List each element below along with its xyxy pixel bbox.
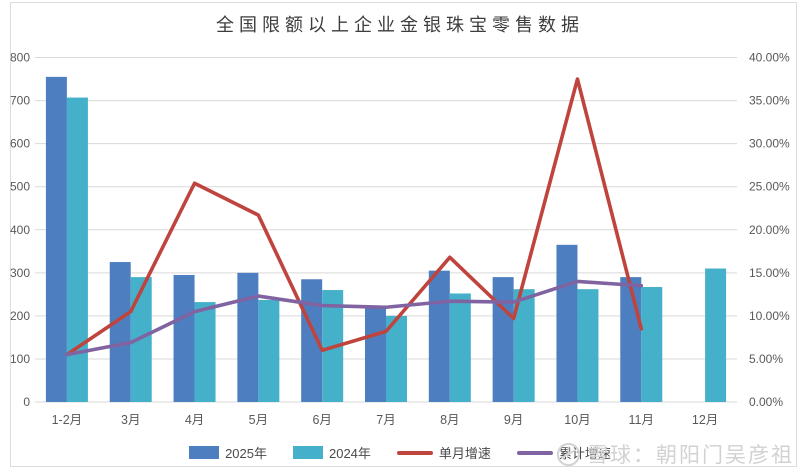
x-axis-tick-label: 8月: [440, 413, 459, 427]
y-axis-left-tick-label: 300: [10, 266, 30, 280]
x-axis-tick-label: 5月: [249, 413, 268, 427]
bar-2025年: [620, 277, 642, 402]
legend-item-monthly-growth: 单月增速: [396, 443, 491, 462]
y-axis-right-tick-label: 40.00%: [749, 51, 790, 65]
bar-2024年: [258, 299, 280, 402]
legend-item-2024: 2024年: [292, 443, 371, 462]
y-axis-right-tick-label: 30.00%: [749, 137, 790, 151]
y-axis-right-tick-label: 15.00%: [749, 266, 790, 280]
y-axis-left-tick-label: 800: [10, 51, 30, 65]
legend-label-2024: 2024年: [328, 446, 371, 461]
y-axis-right-tick-label: 10.00%: [749, 309, 790, 323]
x-axis-tick-label: 6月: [312, 413, 331, 427]
y-axis-right-tick-label: 5.00%: [749, 352, 783, 366]
y-axis-right-tick-label: 0.00%: [749, 395, 783, 409]
bar-2025年: [492, 277, 514, 402]
y-axis-left-tick-label: 0: [23, 395, 30, 409]
bar-swatch-2024-icon: [292, 446, 323, 459]
bar-swatch-2025-icon: [189, 446, 220, 459]
bar-2025年: [173, 274, 195, 402]
line-累计增速: [65, 279, 644, 357]
bar-2024年: [194, 302, 216, 402]
bar-2025年: [45, 76, 67, 403]
legend-item-cumulative-growth: 累计增速: [516, 443, 611, 462]
bar-2024年: [449, 293, 471, 402]
bar-2025年: [556, 244, 578, 402]
bar-2024年: [386, 315, 407, 402]
chart-title: 全国限额以上企业金银珠宝零售数据: [216, 15, 584, 35]
bar-2024年: [513, 289, 535, 402]
y-axis-left-tick-label: 200: [10, 309, 30, 323]
y-axis-left-tick-label: 400: [10, 223, 30, 237]
bar-2025年: [301, 279, 323, 402]
x-axis-tick-label: 7月: [376, 413, 395, 427]
y-axis-left-tick-label: 100: [10, 352, 30, 366]
line-单月增速: [65, 77, 644, 357]
x-axis-tick-label: 12月: [692, 413, 718, 427]
chart-legend: 2025年 2024年 单月增速 累计增速: [0, 443, 800, 462]
legend-item-2025: 2025年: [189, 443, 267, 462]
watermark: 雪球：朝阳门吴彦祖: [556, 439, 794, 469]
bar-2025年: [365, 307, 386, 402]
y-axis-right-tick-label: 25.00%: [749, 180, 790, 194]
bar-2025年: [428, 270, 450, 402]
legend-label-2025: 2025年: [225, 446, 267, 461]
bar-2025年: [237, 272, 259, 402]
bar-2024年: [641, 287, 663, 402]
x-axis-tick-label: 1-2月: [52, 413, 83, 427]
y-axis-left-tick-label: 600: [10, 137, 30, 151]
line-swatch-cumulative-growth-icon: [516, 450, 553, 455]
x-axis-tick-label: 4月: [185, 413, 204, 427]
x-axis-tick-label: 9月: [504, 413, 523, 427]
x-axis-tick-label: 11月: [629, 413, 654, 427]
bar-2024年: [577, 289, 599, 402]
y-axis-left-tick-label: 700: [10, 94, 30, 108]
bar-2025年: [109, 262, 131, 402]
line-swatch-monthly-growth-icon: [396, 450, 433, 455]
x-axis-tick-label: 3月: [121, 413, 140, 427]
legend-label-cumulative-growth: 累计增速: [558, 446, 611, 461]
bar-2024年: [130, 277, 152, 402]
y-axis-right-tick-label: 35.00%: [749, 94, 790, 108]
watermark-text: 雪球：朝阳门吴彦祖: [587, 444, 794, 467]
y-axis-left-tick-label: 500: [10, 180, 30, 194]
xueqiu-logo-icon: [556, 442, 581, 466]
x-axis-tick-label: 10月: [564, 413, 590, 427]
legend-label-monthly-growth: 单月增速: [438, 446, 491, 461]
bar-2024年: [66, 97, 88, 402]
bar-2024年: [705, 268, 727, 402]
y-axis-right-tick-label: 20.00%: [749, 223, 790, 237]
